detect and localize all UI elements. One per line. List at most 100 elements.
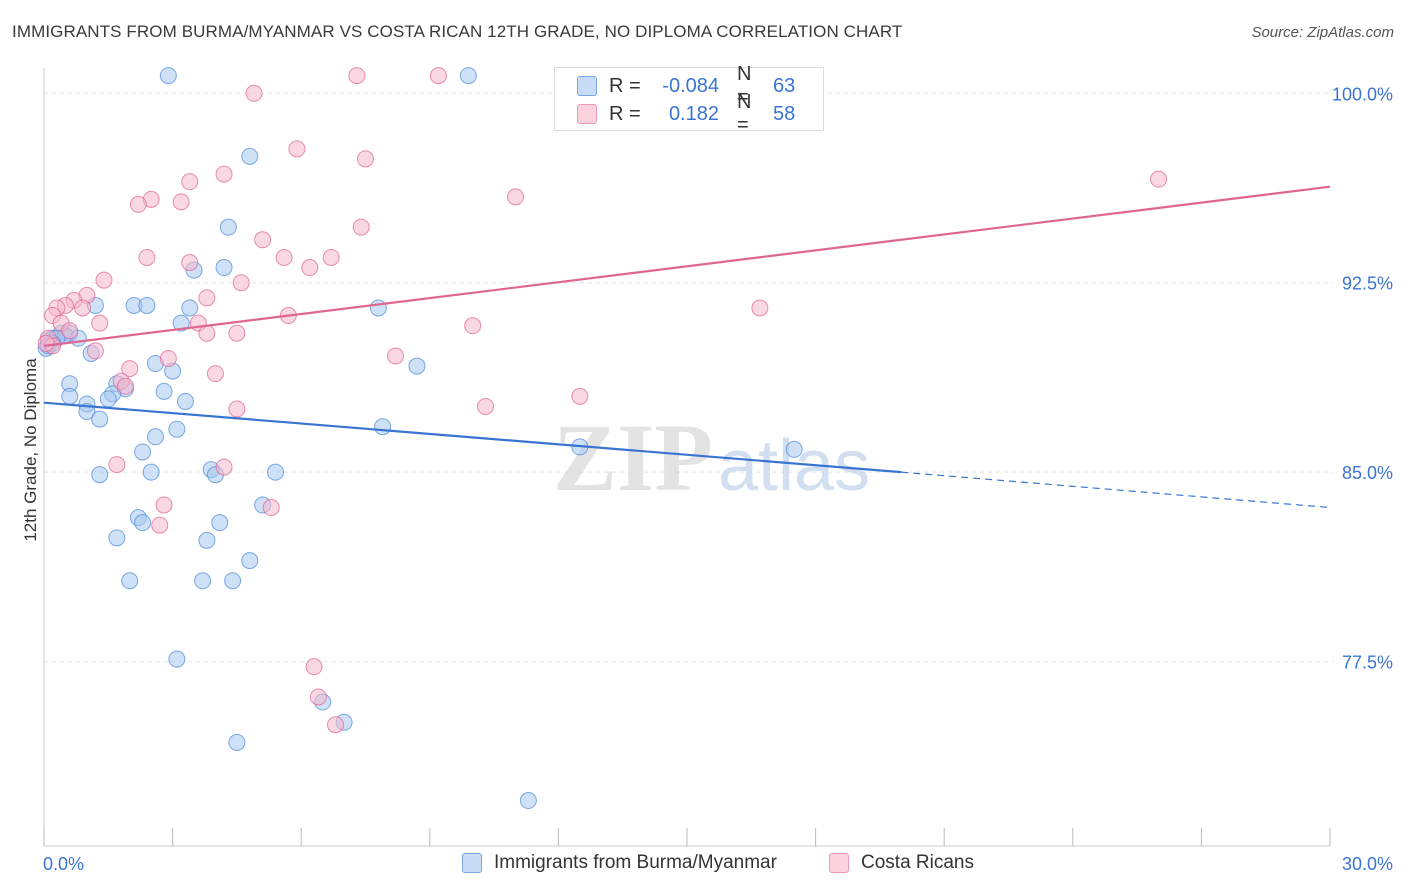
data-point — [159, 67, 177, 85]
data-point — [254, 231, 272, 249]
watermark-zip: ZIP — [553, 404, 713, 511]
legend-row-burma: R = -0.084 N = 63 — [555, 63, 796, 108]
data-point — [301, 259, 319, 277]
data-point — [168, 650, 186, 668]
data-point — [374, 418, 392, 436]
data-point — [1150, 170, 1168, 188]
trend-line-costa-rican — [43, 185, 1331, 347]
data-point — [215, 259, 233, 277]
data-point — [219, 218, 237, 236]
data-point — [215, 165, 233, 183]
data-point — [348, 67, 366, 85]
y-tick-label: 85.0% — [1342, 463, 1393, 483]
data-point — [181, 254, 199, 271]
legend-r-value: 0.182 — [668, 102, 719, 125]
legend-n-value: 63 — [773, 74, 796, 97]
data-point — [91, 410, 109, 428]
y-tick-label: 77.5% — [1342, 653, 1393, 673]
data-point — [305, 658, 323, 676]
data-point — [121, 360, 139, 378]
data-point — [245, 84, 263, 102]
data-point — [322, 248, 340, 266]
data-point — [352, 218, 370, 236]
data-point — [326, 716, 344, 734]
data-point — [172, 193, 190, 211]
legend-r-label: R = — [609, 102, 641, 125]
legend-r-value: -0.084 — [662, 74, 719, 97]
legend-item-burma: Immigrants from Burma/Myanmar — [462, 852, 777, 874]
legend-n-label: N = — [737, 91, 752, 136]
data-point — [142, 463, 160, 481]
series-legend: Immigrants from Burma/Myanmar Costa Rica… — [0, 852, 1406, 876]
data-point — [241, 147, 259, 165]
data-point — [37, 334, 55, 352]
y-tick-label: 92.5% — [1342, 274, 1393, 294]
x-tick-label-max: 30.0% — [1342, 854, 1393, 874]
data-point — [194, 572, 212, 590]
data-point — [95, 271, 113, 289]
data-point — [61, 387, 79, 405]
data-point — [408, 357, 426, 375]
trend-line-burma — [43, 401, 902, 474]
data-point — [155, 382, 173, 400]
data-point — [288, 140, 306, 158]
watermark: ZIP atlas — [553, 404, 870, 511]
legend-swatch-costa-rican — [577, 104, 597, 124]
data-point — [91, 466, 109, 484]
data-point — [507, 188, 525, 206]
source-label: Source: ZipAtlas.com — [1251, 24, 1394, 41]
data-point — [211, 514, 229, 532]
data-point — [206, 365, 224, 383]
gridlines — [44, 92, 1334, 663]
data-point — [99, 390, 117, 408]
data-point — [121, 572, 139, 590]
legend-swatch-costa-rican — [829, 853, 849, 873]
correlation-legend: R = -0.084 N = 63 R = 0.182 N = 58 — [554, 63, 824, 136]
legend-label-burma: Immigrants from Burma/Myanmar — [494, 852, 777, 873]
legend-label-costa-rican: Costa Ricans — [861, 852, 974, 873]
y-axis-label: 12th Grade, No Diploma — [21, 358, 40, 542]
data-point — [74, 299, 92, 317]
data-point — [785, 440, 803, 458]
data-point — [266, 463, 284, 481]
data-point — [176, 392, 194, 410]
data-point — [275, 248, 293, 266]
data-point — [357, 150, 374, 168]
data-point — [108, 456, 126, 474]
data-point — [429, 67, 447, 85]
data-point — [168, 420, 186, 438]
data-point — [86, 342, 104, 360]
data-point — [369, 299, 387, 317]
legend-swatch-burma — [462, 853, 482, 873]
data-point — [228, 400, 246, 418]
x-tick-label-min: 0.0% — [43, 854, 84, 874]
data-point — [459, 67, 477, 85]
data-point — [159, 349, 177, 367]
data-point — [232, 274, 250, 292]
data-point — [215, 458, 233, 476]
data-point — [146, 428, 164, 446]
data-point — [464, 317, 482, 335]
data-point — [61, 322, 79, 340]
chart-title: IMMIGRANTS FROM BURMA/MYANMAR VS COSTA R… — [12, 22, 903, 41]
trend-lines — [43, 185, 1331, 509]
data-point — [172, 314, 190, 332]
data-point — [571, 387, 589, 405]
data-point — [129, 195, 147, 213]
legend-r-label: R = — [609, 74, 641, 97]
data-point — [134, 514, 152, 532]
legend-swatch-burma — [577, 76, 597, 96]
data-point — [519, 792, 537, 810]
axes — [43, 68, 1331, 847]
series-costa-rican-points — [37, 67, 1168, 734]
watermark-atlas: atlas — [718, 426, 870, 506]
data-point — [198, 531, 216, 549]
data-point — [477, 397, 495, 415]
data-point — [198, 324, 216, 342]
data-point — [241, 552, 259, 570]
legend-n-value: 58 — [773, 102, 796, 125]
legend-row-costa-rican: R = 0.182 N = 58 — [555, 91, 796, 136]
data-point — [309, 688, 327, 706]
data-point — [181, 299, 199, 317]
